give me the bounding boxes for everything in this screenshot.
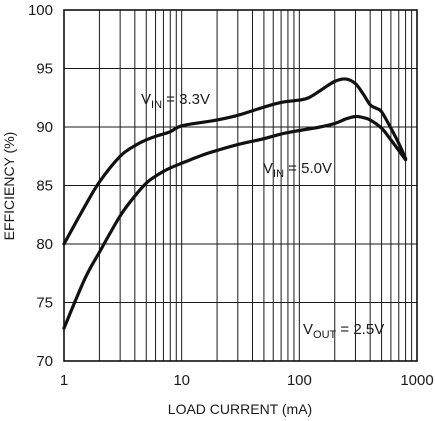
y-tick-label: 70 [36,353,53,370]
y-tick-label: 85 [36,178,53,195]
series-line-vin-5v0 [62,114,408,330]
annotation-vout: VOUT = 2.5V [303,321,384,341]
y-tick-label: 90 [36,119,53,136]
series-line-vin-3v3 [62,77,408,246]
grid-lines [64,10,417,361]
x-tick-label: 100 [287,372,312,389]
x-axis-title: LOAD CURRENT (mA) [168,401,312,417]
x-tick-label: 10 [173,372,190,389]
plot-frame [63,9,418,362]
y-tick-label: 95 [36,61,53,78]
x-tick-label: 1 [60,372,68,389]
series-label-vin-3v3: VIN = 3.3V [141,91,210,111]
series-group [62,77,408,330]
y-tick-labels: 70 75 80 85 90 95 100 [28,2,53,370]
series-label-vin-5v0: VIN = 5.0V [263,160,332,180]
x-tick-labels: 1 10 100 1000 [60,372,434,389]
x-tick-label: 1000 [400,372,433,389]
y-tick-label: 80 [36,236,53,253]
y-tick-label: 75 [36,295,53,312]
y-axis-title: EFFICIENCY (%) [1,132,17,241]
y-tick-label: 100 [28,2,53,19]
